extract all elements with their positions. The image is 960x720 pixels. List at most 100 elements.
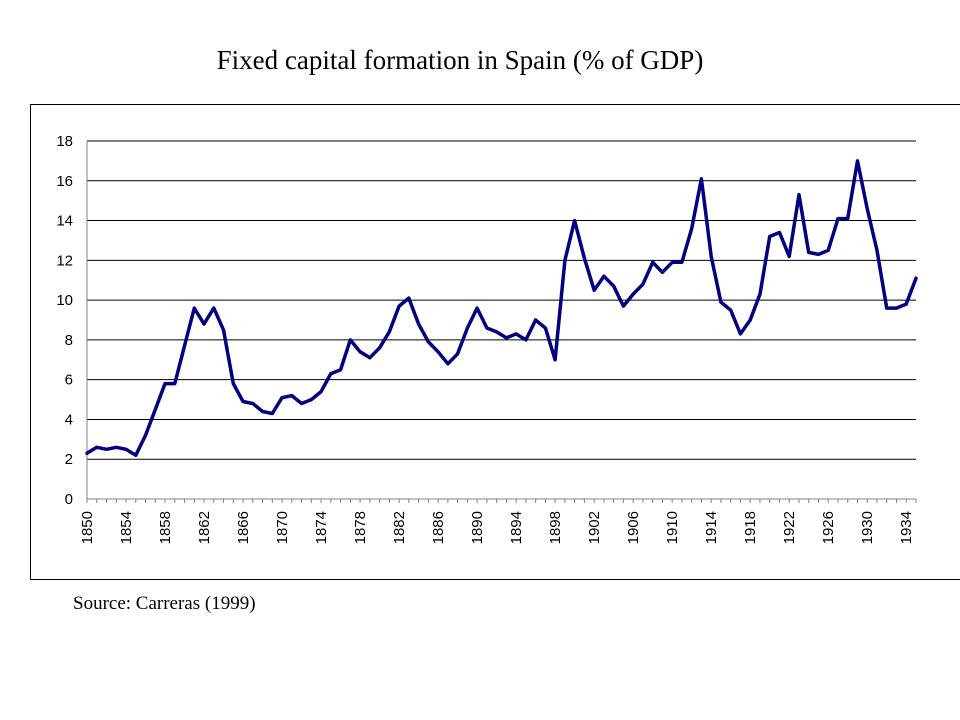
data-point bbox=[758, 292, 762, 296]
data-point bbox=[95, 446, 98, 449]
data-point bbox=[583, 257, 586, 260]
data-point bbox=[417, 322, 420, 326]
data-point bbox=[846, 217, 849, 220]
data-point bbox=[836, 217, 840, 220]
x-tick-label: 1906 bbox=[625, 511, 642, 544]
y-tick-label: 10 bbox=[56, 292, 73, 309]
x-tick-label: 1910 bbox=[664, 511, 681, 544]
data-point bbox=[154, 408, 157, 411]
data-point bbox=[319, 390, 323, 393]
data-point bbox=[788, 255, 791, 258]
data-point bbox=[232, 382, 235, 385]
x-tick-label: 1898 bbox=[547, 511, 564, 544]
data-point bbox=[241, 400, 245, 403]
data-point bbox=[495, 330, 498, 334]
data-point bbox=[592, 288, 596, 292]
data-point bbox=[641, 283, 645, 286]
data-point bbox=[407, 296, 411, 300]
x-tick-label: 1882 bbox=[391, 511, 408, 544]
y-tick-label: 4 bbox=[65, 411, 73, 428]
data-point bbox=[553, 358, 557, 361]
data-point bbox=[807, 251, 810, 254]
data-point bbox=[261, 410, 264, 413]
y-tick-label: 16 bbox=[56, 173, 73, 190]
data-point bbox=[475, 306, 479, 310]
data-point bbox=[749, 318, 752, 322]
data-point bbox=[115, 446, 118, 449]
x-tick-label: 1878 bbox=[352, 511, 369, 544]
data-point bbox=[905, 302, 908, 306]
data-point bbox=[602, 275, 606, 278]
source-note: Source: Carreras (1999) bbox=[73, 593, 256, 614]
data-point bbox=[680, 261, 684, 264]
y-tick-label: 8 bbox=[65, 332, 73, 349]
data-point bbox=[456, 352, 459, 356]
data-point bbox=[212, 306, 215, 310]
x-tick-label: 1858 bbox=[157, 511, 174, 544]
data-point bbox=[251, 402, 254, 405]
data-point bbox=[173, 382, 176, 385]
data-point bbox=[856, 159, 859, 163]
data-point bbox=[300, 402, 303, 405]
data-point bbox=[661, 271, 664, 274]
data-point bbox=[778, 231, 781, 234]
data-point bbox=[866, 207, 869, 210]
x-tick-label: 1934 bbox=[898, 511, 915, 544]
x-tick-label: 1894 bbox=[508, 511, 525, 544]
data-point bbox=[797, 193, 801, 196]
data-point bbox=[193, 306, 196, 310]
data-point bbox=[622, 304, 625, 308]
data-point bbox=[349, 338, 352, 342]
data-point bbox=[378, 346, 381, 350]
data-point bbox=[290, 394, 294, 397]
x-tick-label: 1854 bbox=[118, 511, 135, 544]
x-tick-label: 1926 bbox=[820, 511, 837, 544]
y-tick-label: 12 bbox=[56, 252, 73, 269]
x-tick-label: 1870 bbox=[274, 511, 291, 544]
x-tick-label: 1918 bbox=[742, 511, 759, 544]
x-tick-label: 1914 bbox=[703, 511, 720, 544]
x-tick-label: 1902 bbox=[586, 511, 603, 544]
data-point bbox=[339, 368, 342, 371]
data-point bbox=[436, 350, 440, 354]
data-point bbox=[183, 344, 186, 348]
data-point bbox=[427, 340, 430, 344]
data-point bbox=[563, 259, 567, 262]
data-point bbox=[368, 356, 372, 359]
data-point bbox=[534, 318, 537, 322]
x-tick-label: 1862 bbox=[196, 511, 213, 544]
data-point bbox=[163, 382, 167, 385]
data-point bbox=[466, 326, 469, 330]
data-point bbox=[544, 326, 547, 330]
data-point bbox=[222, 328, 225, 332]
series-line bbox=[85, 159, 918, 457]
x-tick-label: 1874 bbox=[313, 511, 330, 544]
data-point bbox=[524, 338, 528, 342]
y-tick-label: 0 bbox=[65, 491, 73, 508]
y-tick-label: 2 bbox=[65, 451, 73, 468]
data-point bbox=[485, 326, 489, 330]
data-point bbox=[719, 300, 723, 304]
data-point bbox=[817, 253, 820, 256]
data-point bbox=[358, 350, 362, 354]
data-point bbox=[446, 362, 450, 365]
data-point bbox=[573, 219, 576, 222]
data-point bbox=[388, 330, 391, 334]
data-point bbox=[709, 255, 713, 258]
data-point bbox=[202, 322, 206, 326]
data-point bbox=[271, 412, 274, 415]
x-tick-label: 1866 bbox=[235, 511, 252, 544]
data-point bbox=[329, 372, 333, 375]
data-point bbox=[690, 227, 693, 230]
data-point bbox=[85, 452, 89, 455]
data-point bbox=[768, 235, 771, 238]
data-point bbox=[397, 304, 401, 308]
data-point bbox=[739, 332, 742, 336]
x-tick-label: 1890 bbox=[469, 511, 486, 544]
y-tick-label: 6 bbox=[65, 372, 73, 389]
data-point bbox=[729, 308, 732, 312]
data-point bbox=[144, 434, 147, 437]
data-point bbox=[700, 177, 703, 180]
data-point bbox=[875, 249, 879, 252]
